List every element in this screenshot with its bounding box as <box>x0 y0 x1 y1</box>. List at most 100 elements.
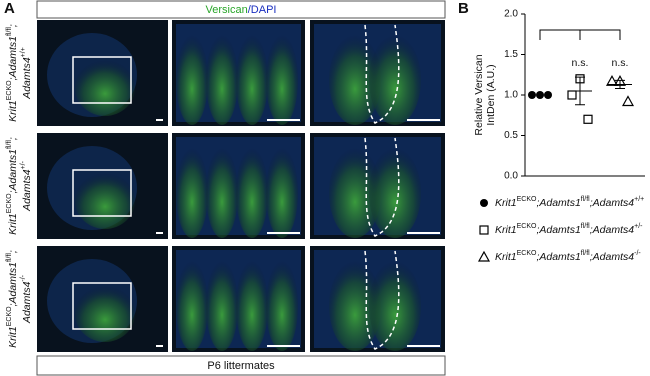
footer-box <box>36 355 446 376</box>
stain <box>369 148 421 238</box>
text-part: ;Adamts4 <box>590 224 635 236</box>
point <box>536 91 544 99</box>
panel-label: B <box>458 0 469 17</box>
point <box>528 91 536 99</box>
stain <box>75 173 135 229</box>
title-part: /DAPI <box>248 4 277 16</box>
stain <box>75 60 135 116</box>
y-tick-label: 1.0 <box>504 90 518 101</box>
stain <box>236 35 268 125</box>
text-part: ECKO <box>517 223 537 230</box>
legend-marker <box>480 199 488 207</box>
stain <box>236 261 268 351</box>
row-label: Adamts4-/- <box>20 274 32 324</box>
row-label: Adamts4+/+ <box>20 47 32 100</box>
text-part: ECKO <box>517 196 537 203</box>
text-part: fl/fl <box>581 223 590 230</box>
text-part: ;Adamts4 <box>590 197 635 209</box>
stain <box>176 261 208 351</box>
bracket <box>539 29 621 40</box>
text-part: -/- <box>20 274 27 281</box>
text-part: ;Adamts1 <box>7 149 19 193</box>
stain <box>176 35 208 125</box>
header-box <box>36 0 446 19</box>
text-part: Krit1 <box>7 326 19 348</box>
panel-label: A <box>4 0 15 17</box>
text-part: -/- <box>634 250 641 257</box>
text-part: ECKO <box>6 80 13 100</box>
inset-box <box>72 56 132 104</box>
y-tick-label: 1.5 <box>504 49 518 60</box>
stain <box>206 35 238 125</box>
dashed-outline <box>364 24 400 124</box>
text-part: Krit1 <box>7 213 19 235</box>
text-part: fl/fl <box>6 140 13 149</box>
y-tick-label: 2.0 <box>504 9 518 20</box>
stain <box>206 261 238 351</box>
stain <box>206 148 238 238</box>
text-part: ;Adamts1 <box>536 197 580 209</box>
text-part: ; <box>7 250 19 253</box>
text-part: ;Adamts1 <box>536 251 580 263</box>
error-bar <box>615 79 625 90</box>
row-label: Krit1ECKO;Adamts1fl/fl; <box>6 250 18 348</box>
dashed-outline <box>364 137 400 237</box>
point <box>621 95 635 107</box>
panel-title: Versican/DAPI <box>206 4 277 16</box>
row-label: Krit1ECKO;Adamts1fl/fl; <box>6 137 18 235</box>
text-part: Krit1 <box>495 197 517 209</box>
text-part: ECKO <box>6 306 13 326</box>
text-part: ; <box>7 24 19 27</box>
annotation: n.s. <box>612 57 629 69</box>
point <box>605 74 619 86</box>
stain <box>369 261 421 351</box>
text-part: ECKO <box>6 193 13 213</box>
text-part: Krit1 <box>495 224 517 236</box>
dashed-outline <box>364 250 400 350</box>
text-part: +/+ <box>634 196 644 203</box>
y-axis-label: IntDen (A.U.) <box>485 64 497 125</box>
legend-entry: Krit1ECKO;Adamts1fl/fl;Adamts4-/- <box>495 250 641 262</box>
text-part: +/- <box>20 160 27 169</box>
legend-entry: Krit1ECKO;Adamts1fl/fl;Adamts4+/+ <box>495 196 644 208</box>
text-part: fl/fl <box>581 196 590 203</box>
text-part: Adamts4 <box>21 57 33 100</box>
text-part: Adamts4 <box>21 169 33 212</box>
y-axis-label: Relative Versican <box>473 54 485 135</box>
annotation: n.s. <box>572 57 589 69</box>
footer: P6 littermates <box>207 360 275 372</box>
stain <box>236 148 268 238</box>
stain <box>75 286 135 342</box>
stain <box>266 261 298 351</box>
stain <box>369 35 421 125</box>
stain <box>176 148 208 238</box>
text-part: ;Adamts1 <box>7 262 19 306</box>
text-part: +/- <box>634 223 643 230</box>
y-tick-label: 0.5 <box>504 130 518 141</box>
text-part: Krit1 <box>7 100 19 122</box>
row-label: Adamts4+/- <box>20 160 32 211</box>
title-part: Versican <box>206 4 248 16</box>
text-part: fl/fl <box>581 250 590 257</box>
point <box>583 114 593 124</box>
stain <box>266 35 298 125</box>
text-part: fl/fl <box>6 27 13 36</box>
stain <box>266 148 298 238</box>
y-tick-label: 0.0 <box>504 171 518 182</box>
text-part: ;Adamts1 <box>7 36 19 80</box>
point <box>544 91 552 99</box>
text-part: ;Adamts4 <box>590 251 635 263</box>
error-bar <box>575 76 585 106</box>
text-part: Adamts4 <box>21 281 33 324</box>
row-label: Krit1ECKO;Adamts1fl/fl; <box>6 24 18 122</box>
text-part: fl/fl <box>6 253 13 262</box>
text-part: ;Adamts1 <box>536 224 580 236</box>
text-part: +/+ <box>20 47 27 57</box>
legend-entry: Krit1ECKO;Adamts1fl/fl;Adamts4+/- <box>495 223 643 235</box>
text-part: ; <box>7 137 19 140</box>
point <box>567 90 577 100</box>
legend-marker <box>479 225 489 235</box>
text-part: ECKO <box>517 250 537 257</box>
text-part: Krit1 <box>495 251 517 263</box>
